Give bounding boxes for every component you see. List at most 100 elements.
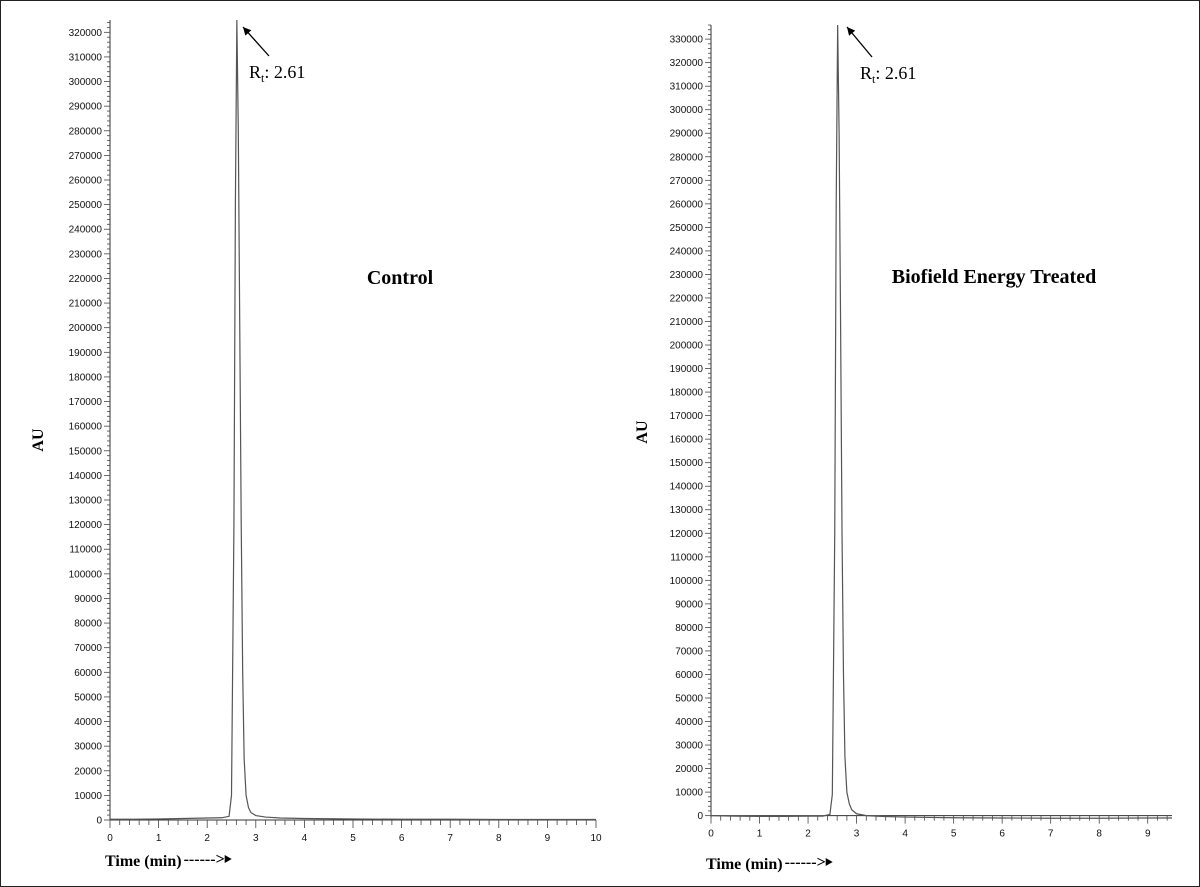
peak-retention-label: Rt: 2.61 [249, 62, 305, 85]
x-tick-label: 8 [1096, 829, 1102, 840]
y-tick-label: 280000 [69, 126, 103, 137]
y-tick-label: 10000 [74, 791, 102, 802]
y-tick-label: 210000 [69, 299, 103, 310]
x-tick-label: 8 [496, 833, 502, 844]
y-axis-label: AU [30, 428, 47, 452]
x-tick-label: 7 [447, 833, 453, 844]
y-tick-label: 0 [697, 811, 703, 822]
y-tick-label: 190000 [69, 348, 103, 359]
control-panel: 0 10000 20000 30000 40000 50000 60000 70000 8000… [30, 19, 602, 870]
y-tick-label: 140000 [69, 471, 103, 482]
y-tick-label: 20000 [675, 764, 703, 775]
y-tick-label: 290000 [670, 129, 704, 140]
y-axis-label: AU [634, 420, 651, 444]
y-tick-label: 130000 [670, 505, 704, 516]
y-tick-label: 90000 [74, 594, 102, 605]
peak-retention-label: Rt: 2.61 [860, 63, 916, 86]
y-tick-label: 140000 [670, 482, 704, 493]
y-tick-label: 170000 [670, 411, 704, 422]
x-axis-arrowhead [825, 858, 833, 866]
x-tick-label: 0 [107, 833, 113, 844]
y-tick-label: 160000 [670, 435, 704, 446]
y-tick-label: 240000 [670, 246, 704, 257]
x-tick-label: 5 [350, 833, 356, 844]
x-tick-label: 6 [999, 829, 1005, 840]
y-tick-label: 120000 [69, 520, 103, 531]
y-tick-label: 80000 [74, 619, 102, 630]
y-tick-label: 50000 [74, 692, 102, 703]
y-tick-label: 120000 [670, 529, 704, 540]
y-tick-label: 320000 [670, 58, 704, 69]
y-tick-label: 180000 [670, 388, 704, 399]
x-tick-label: 9 [545, 833, 551, 844]
x-tick-label: 4 [302, 833, 308, 844]
x-tick-label: 0 [708, 829, 714, 840]
peak-annotation-arrowhead [243, 27, 252, 36]
x-tick-label: 3 [854, 829, 860, 840]
y-tick-label: 90000 [675, 599, 703, 610]
y-tick-label: 110000 [670, 552, 703, 563]
y-tick-label: 250000 [670, 223, 704, 234]
y-tick-label: 110000 [69, 545, 102, 556]
y-tick-label: 100000 [670, 576, 704, 587]
x-axis-label-arrow: ------> [785, 854, 826, 871]
panel-title: Biofield Energy Treated [892, 266, 1096, 288]
x-tick-label: 7 [1048, 829, 1054, 840]
y-tick-label: 300000 [69, 77, 103, 88]
y-tick-label: 200000 [69, 323, 103, 334]
y-tick-label: 310000 [69, 52, 103, 63]
x-tick-label: 4 [902, 829, 908, 840]
y-tick-label: 220000 [670, 293, 704, 304]
y-tick-label: 150000 [69, 446, 103, 457]
y-tick-label: 290000 [69, 102, 103, 113]
x-tick-label: 10 [590, 833, 602, 844]
y-tick-label: 180000 [69, 372, 103, 383]
x-axis-label: Time (min) [105, 853, 182, 870]
y-tick-label: 150000 [670, 458, 704, 469]
y-tick-label: 70000 [74, 643, 102, 654]
y-tick-label: 260000 [670, 199, 704, 210]
y-tick-label: 50000 [675, 693, 703, 704]
x-tick-label: 9 [1145, 829, 1151, 840]
y-tick-label: 300000 [670, 105, 704, 116]
x-tick-label: 5 [951, 829, 957, 840]
y-tick-label: 40000 [74, 717, 102, 728]
y-tick-label: 250000 [69, 200, 103, 211]
chromatogram-trace [110, 19, 596, 821]
y-tick-label: 80000 [675, 623, 703, 634]
x-tick-label: 3 [253, 833, 259, 844]
chromatogram-trace [710, 24, 1172, 819]
y-tick-label: 0 [96, 816, 102, 827]
y-tick-label: 60000 [675, 670, 703, 681]
y-tick-label: 320000 [69, 28, 103, 39]
y-tick-label: 160000 [69, 422, 103, 433]
y-tick-label: 170000 [69, 397, 103, 408]
y-tick-label: 30000 [675, 741, 703, 752]
x-tick-label: 2 [805, 829, 811, 840]
y-tick-label: 20000 [74, 766, 102, 777]
panel-title: Control [367, 267, 434, 289]
y-tick-label: 260000 [69, 176, 103, 187]
y-tick-label: 280000 [670, 152, 704, 163]
x-axis-label: Time (min) [706, 856, 783, 873]
y-tick-label: 10000 [675, 788, 703, 799]
y-tick-label: 70000 [675, 646, 703, 657]
y-tick-label: 270000 [69, 151, 103, 162]
y-tick-label: 40000 [675, 717, 703, 728]
y-tick-label: 310000 [670, 82, 704, 93]
y-tick-label: 210000 [670, 317, 704, 328]
y-tick-label: 230000 [69, 249, 103, 260]
y-tick-label: 270000 [670, 176, 704, 187]
treated-panel: 0 10000 20000 30000 40000 50000 60000 70000 8000… [634, 24, 1172, 873]
y-tick-label: 220000 [69, 274, 103, 285]
x-axis-arrowhead [224, 855, 232, 863]
y-tick-label: 100000 [69, 569, 103, 580]
y-tick-label: 60000 [74, 668, 102, 679]
y-tick-label: 330000 [670, 35, 704, 46]
y-tick-label: 190000 [670, 364, 704, 375]
y-tick-label: 230000 [670, 270, 704, 281]
y-tick-label: 200000 [670, 341, 704, 352]
x-axis-label-arrow: ------> [184, 851, 225, 868]
x-tick-label: 6 [399, 833, 405, 844]
